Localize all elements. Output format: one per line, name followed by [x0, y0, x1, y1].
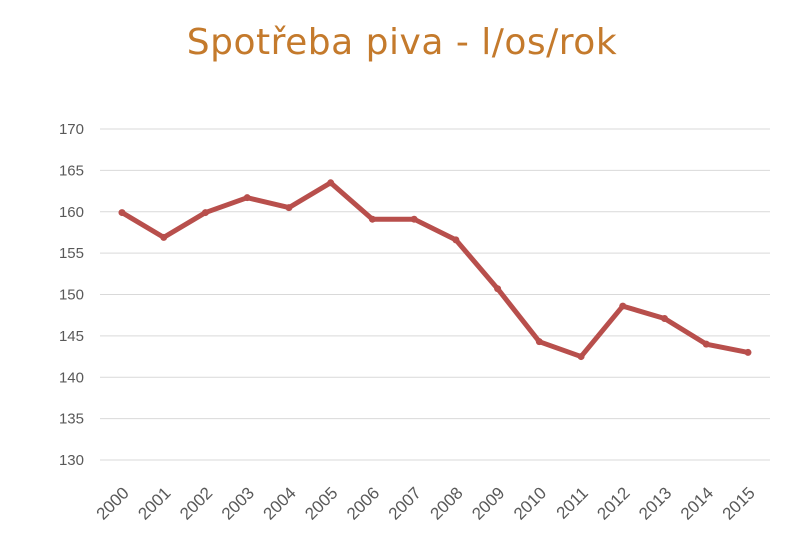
data-point: [535, 338, 543, 346]
gridlines: [100, 128, 770, 461]
data-point: [410, 215, 418, 223]
data-point: [327, 179, 335, 187]
data-point: [118, 209, 126, 217]
data-point: [744, 348, 752, 356]
x-tick-label: 2013: [635, 483, 675, 523]
x-tick-label: 2004: [260, 483, 300, 523]
data-point: [661, 314, 669, 322]
series-group: [118, 179, 752, 361]
data-point: [201, 209, 209, 217]
y-tick-label: 145: [59, 328, 84, 345]
x-tick-label: 2005: [301, 483, 341, 523]
x-tick-label: 2009: [468, 483, 508, 523]
y-tick-label: 135: [59, 411, 84, 428]
x-tick-label: 2014: [677, 483, 717, 523]
x-tick-label: 2000: [93, 483, 133, 523]
data-point: [285, 204, 293, 212]
x-tick-label: 2011: [553, 483, 592, 522]
data-point: [702, 340, 710, 348]
y-tick-label: 160: [59, 204, 84, 221]
x-tick-label: 2006: [343, 483, 383, 523]
y-tick-label: 150: [59, 287, 84, 304]
x-tick-label: 2007: [385, 483, 425, 523]
data-point: [452, 236, 460, 244]
data-point: [243, 194, 251, 202]
x-tick-label: 2001: [134, 483, 174, 523]
y-tick-label: 170: [59, 121, 84, 138]
y-axis-ticks: 130 135 140 145 150 155 160 165 170: [59, 121, 84, 469]
y-tick-label: 130: [59, 452, 84, 469]
chart-title: Spotřeba piva - l/os/rok: [186, 22, 618, 63]
data-point: [619, 302, 627, 310]
y-tick-label: 140: [59, 369, 84, 386]
y-tick-label: 155: [59, 245, 84, 262]
data-point: [494, 285, 502, 293]
data-point: [368, 215, 376, 223]
series-line: [119, 180, 751, 360]
data-point: [160, 233, 168, 241]
x-tick-label: 2015: [719, 483, 759, 523]
x-axis-ticks: 2000 2001 2002 2003 2004 2005 2006 2007 2008 2009…: [93, 483, 759, 523]
x-tick-label: 2003: [218, 483, 258, 523]
y-tick-label: 165: [59, 162, 84, 179]
x-tick-label: 2002: [176, 483, 216, 523]
x-tick-label: 2008: [427, 483, 467, 523]
x-tick-label: 2010: [510, 483, 550, 523]
data-point: [577, 353, 585, 361]
x-tick-label: 2012: [593, 483, 633, 523]
